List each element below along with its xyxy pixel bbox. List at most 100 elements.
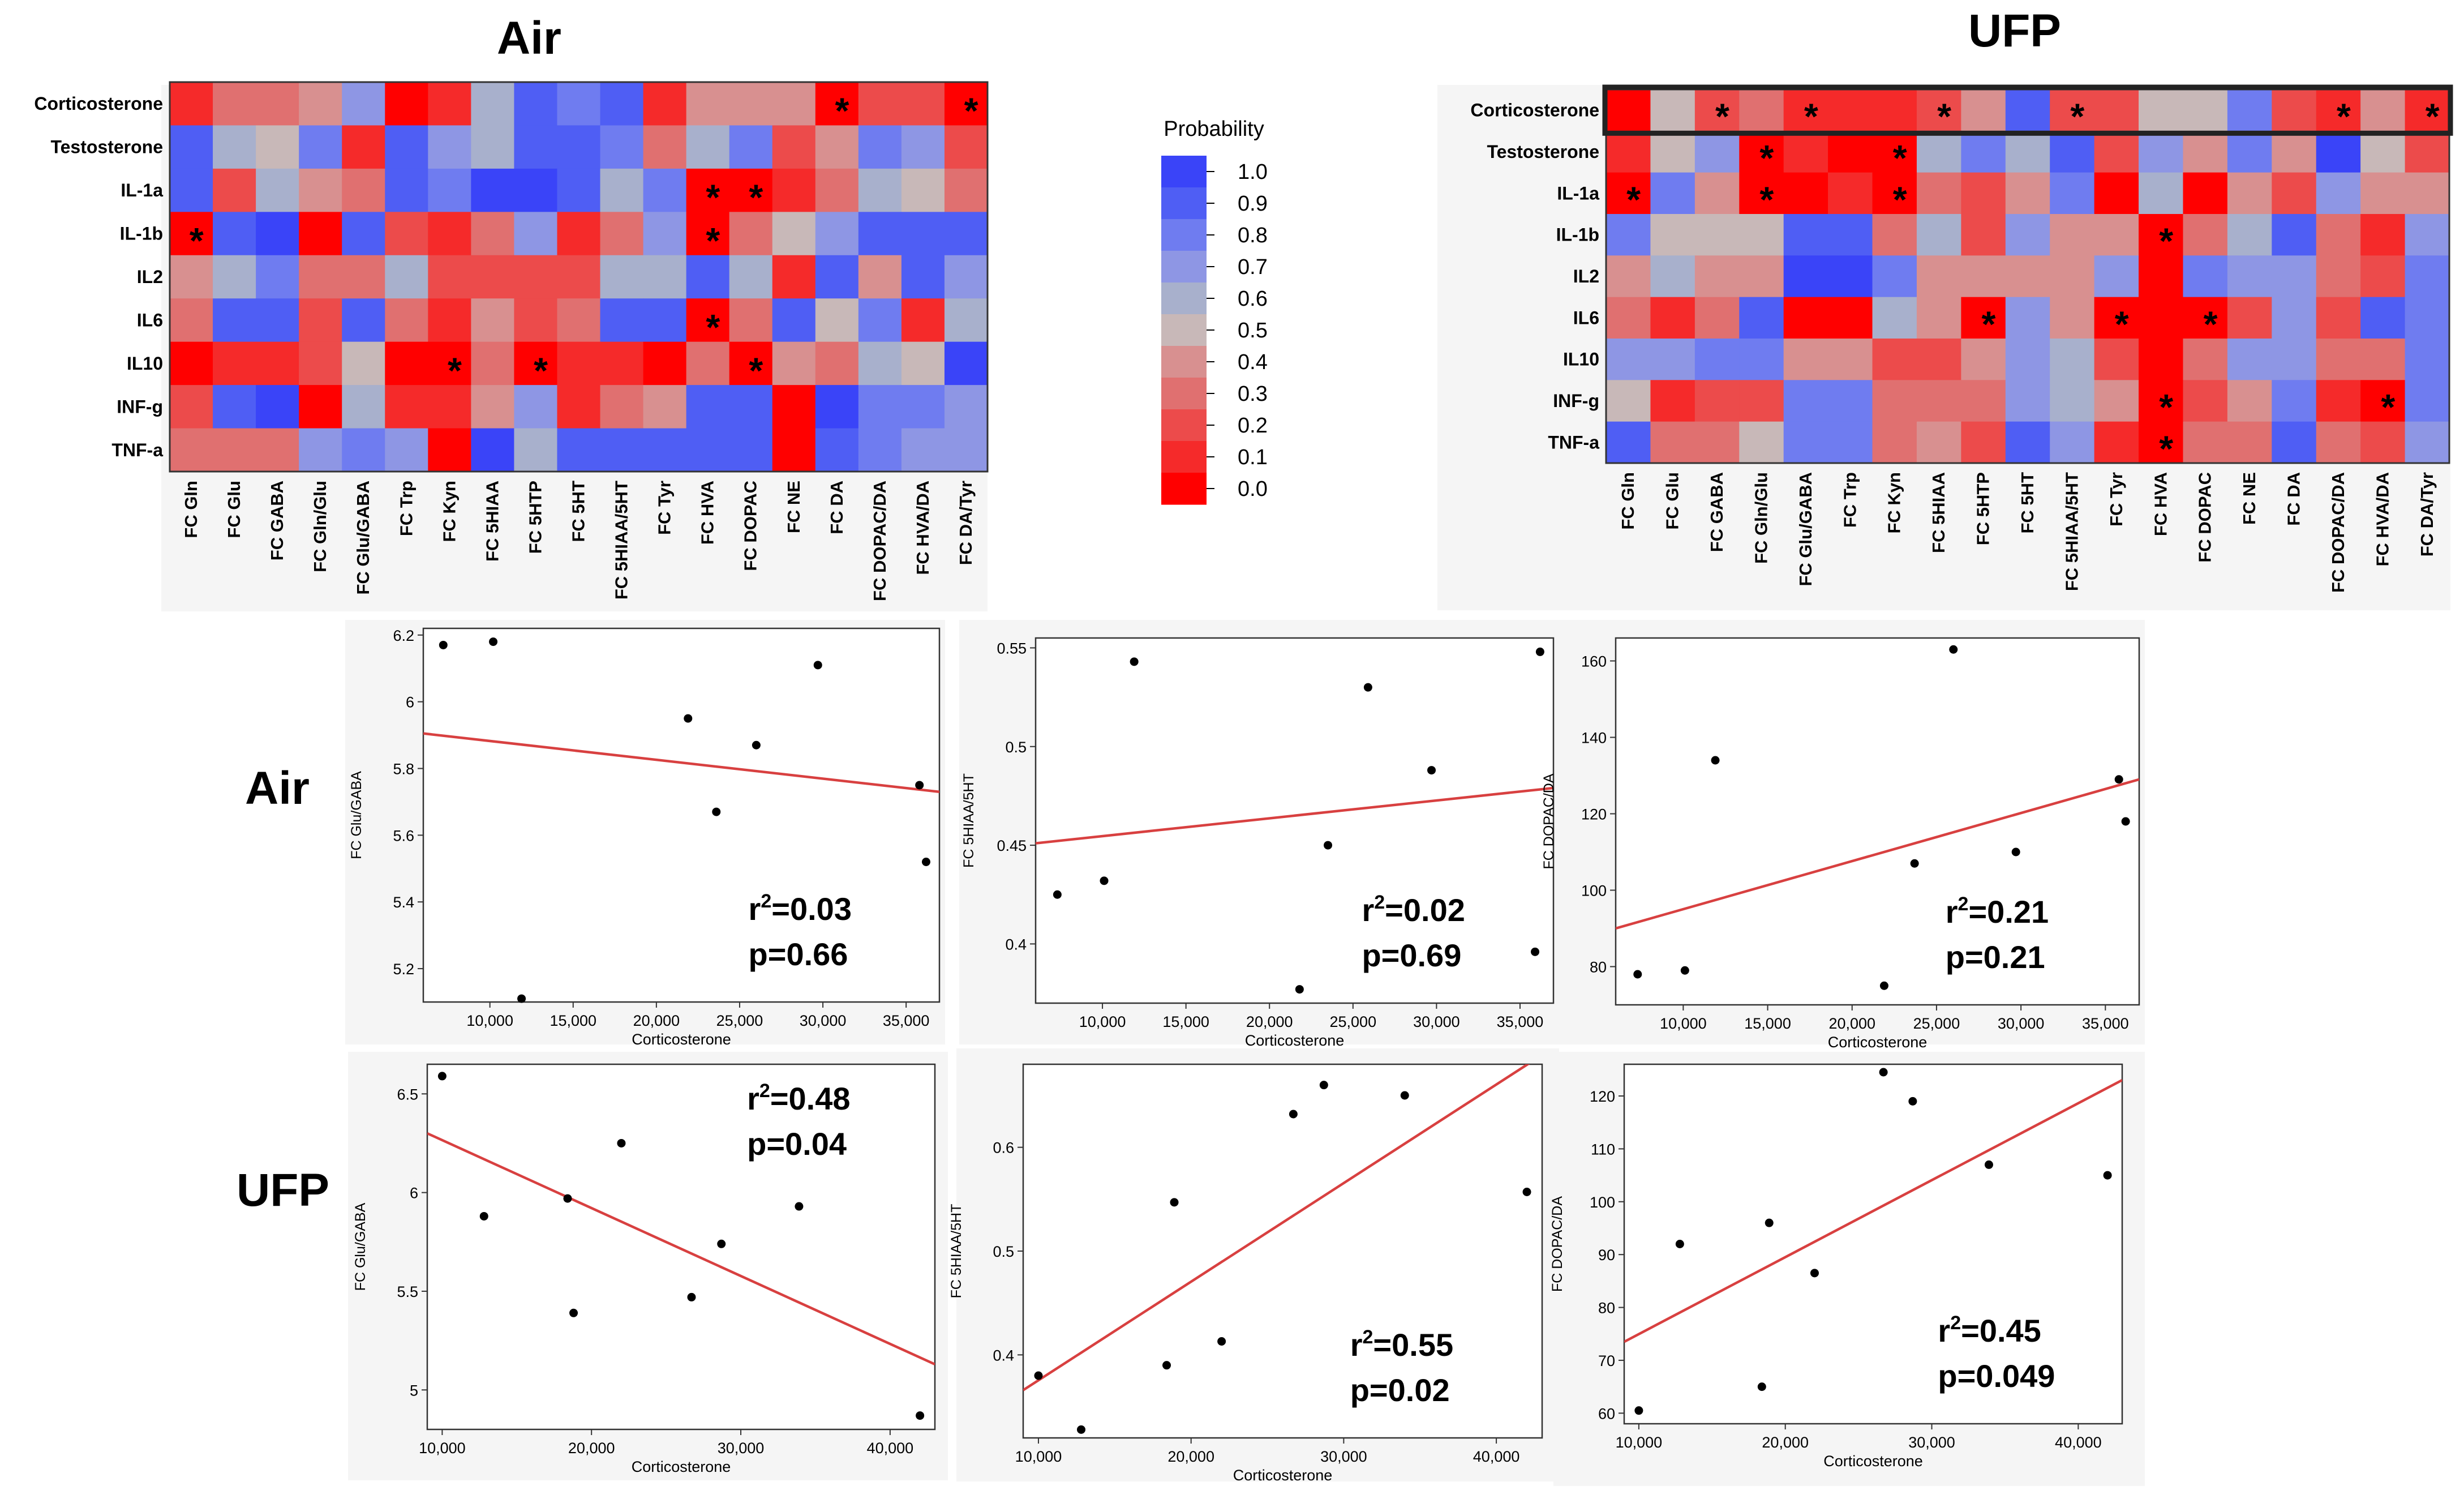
legend-swatch — [1161, 156, 1207, 188]
y-tick-label: 120 — [1581, 806, 1607, 823]
x-tick-label: 10,000 — [466, 1012, 513, 1029]
heatmap-cell — [385, 385, 428, 429]
heatmap-cell — [1694, 214, 1740, 256]
heatmap-cell — [1828, 89, 1873, 131]
heatmap-cell — [815, 125, 859, 169]
r2-symbol: r — [747, 1081, 759, 1116]
heatmap-cell — [1739, 421, 1784, 464]
heatmap-cell — [2005, 297, 2050, 339]
data-point — [916, 1411, 925, 1420]
heatmap-cell — [729, 125, 773, 169]
heatmap-cell — [1916, 131, 1961, 173]
heatmap-cell — [1961, 255, 2006, 298]
p-value-stat: p=0.049 — [1938, 1358, 2055, 1394]
data-point — [1162, 1361, 1171, 1370]
heatmap-cell — [471, 82, 515, 126]
heatmap-cell — [686, 125, 730, 169]
legend-swatch — [1161, 314, 1207, 346]
legend-swatch — [1161, 251, 1207, 283]
ufp-heatmap-title: UFP — [1968, 5, 2061, 57]
heatmap-ufp: Corticosterone Testosterone IL-1a IL-1b IL2 I… — [1470, 84, 2453, 593]
heatmap-row-label: INF-g — [1553, 391, 1599, 411]
heatmap-cell — [858, 255, 902, 299]
heatmap-cell — [213, 428, 256, 472]
y-tick-label: 0.6 — [993, 1140, 1014, 1157]
x-axis-label: Corticosterone — [632, 1031, 731, 1048]
x-tick-label: 10,000 — [1616, 1434, 1663, 1451]
heatmap-cell — [428, 428, 471, 472]
regression-line — [1616, 778, 2139, 930]
heatmap-col-label: FC DOPAC — [741, 481, 761, 571]
heatmap-col-label: FC NE — [784, 481, 804, 533]
heatmap-col-label: FC Gln — [181, 481, 201, 538]
significance-asterisk: * — [1626, 179, 1641, 220]
heatmap-cell — [213, 82, 256, 126]
heatmap-cell — [256, 212, 299, 256]
heatmap-cell — [2183, 255, 2228, 298]
heatmap-cell — [256, 385, 299, 429]
data-point — [1675, 1240, 1684, 1248]
x-tick-label: 20,000 — [1762, 1434, 1809, 1451]
heatmap-cell — [170, 428, 213, 472]
heatmap-cell — [213, 212, 256, 256]
heatmap-cell — [299, 168, 342, 212]
y-tick-label: 6.5 — [397, 1086, 418, 1103]
heatmap-cell — [514, 428, 558, 472]
heatmap-cell — [385, 428, 428, 472]
heatmap-cell — [1783, 172, 1828, 215]
heatmap-cell — [2227, 297, 2272, 339]
heatmap-cell — [170, 168, 213, 212]
heatmap-row-label: Corticosterone — [34, 93, 163, 114]
heatmap-cell — [557, 255, 601, 299]
heatmap-cell — [1606, 255, 1651, 298]
heatmap-cell — [2316, 89, 2361, 131]
heatmap-cell — [858, 212, 902, 256]
heatmap-cell — [944, 168, 988, 212]
heatmap-col-label: FC DOPAC — [2195, 472, 2215, 563]
scatter-air-5hiaa-5ht: 10,000 15,000 20,000 25,000 30,000 35,000 0.4 0… — [961, 637, 1555, 1049]
heatmap-cell — [2405, 297, 2450, 339]
heatmap-cell — [385, 168, 428, 212]
r2-superscript: 2 — [1363, 1326, 1373, 1348]
heatmap-cell — [2094, 172, 2139, 215]
heatmap-row-label: IL6 — [1573, 307, 1599, 328]
x-tick-label: 25,000 — [1330, 1013, 1377, 1030]
data-point — [1810, 1269, 1819, 1278]
heatmap-air: Corticosterone Testosterone IL-1a IL-1b IL2 I… — [34, 81, 989, 601]
data-point — [1217, 1337, 1226, 1346]
data-point — [1757, 1382, 1766, 1391]
data-point — [1053, 890, 1062, 899]
heatmap-cell — [815, 385, 859, 429]
heatmap-col-label: FC DA — [2284, 472, 2304, 526]
legend-swatch — [1161, 219, 1207, 251]
heatmap-cell — [2405, 255, 2450, 298]
heatmap-cell — [385, 82, 428, 126]
heatmap-cell — [2094, 380, 2139, 422]
heatmap-col-label: FC 5HT — [2017, 472, 2037, 534]
heatmap-row-label: Testosterone — [1487, 142, 1599, 162]
heatmap-cell — [1694, 297, 1740, 339]
data-point — [1400, 1091, 1409, 1100]
heatmap-col-label: FC Gln — [1618, 472, 1638, 530]
x-tick-label: 20,000 — [1828, 1015, 1875, 1032]
heatmap-cell — [1872, 131, 1917, 173]
x-tick-label: 10,000 — [419, 1440, 466, 1457]
r2-symbol: r — [749, 891, 761, 927]
data-point — [617, 1138, 626, 1147]
heatmap-cell — [342, 298, 385, 342]
heatmap-cell — [686, 168, 730, 212]
heatmap-cell — [170, 125, 213, 169]
data-point — [479, 1211, 488, 1221]
heatmap-cell — [299, 82, 342, 126]
heatmap-col-label: FC DA/Tyr — [2417, 472, 2437, 556]
heatmap-cell — [256, 255, 299, 299]
data-point — [1363, 683, 1372, 692]
heatmap-cell — [772, 255, 816, 299]
heatmap-cell — [944, 82, 988, 126]
heatmap-cell — [2316, 255, 2361, 298]
legend-swatch — [1161, 346, 1207, 378]
heatmap-cell — [2183, 131, 2228, 173]
regression-line — [1624, 1079, 2122, 1343]
heatmap-cell — [1783, 380, 1828, 422]
heatmap-cell — [2183, 214, 2228, 256]
